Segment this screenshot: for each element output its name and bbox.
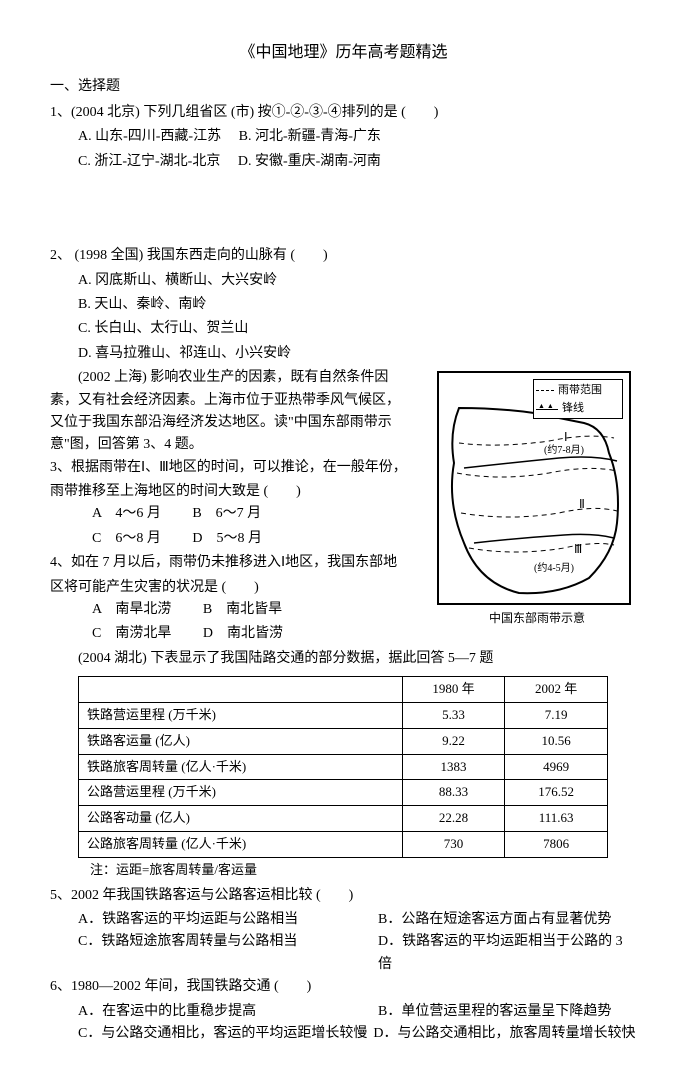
q1-B: B. 河北-新疆-青海-广东 [239, 129, 381, 144]
row-name: 铁路客运量 (亿人) [79, 728, 403, 754]
q6-B: B．单位营运里程的客运量呈下降趋势 [378, 1001, 637, 1023]
q5-row2: C．铁路短途旅客周转量与公路相当 D．铁路客运的平均运距相当于公路的 3 倍 [50, 931, 637, 976]
q6-row1: A．在客运中的比重稳步提高 B．单位营运里程的客运量呈下降趋势 [50, 1001, 637, 1023]
table-row: 铁路客运量 (亿人)9.2210.56 [79, 728, 608, 754]
transport-data-table: 1980 年 2002 年 铁路营运里程 (万千米)5.337.19 铁路客运量… [78, 676, 608, 858]
cell: 7.19 [505, 702, 608, 728]
q2-stem: 2、 (1998 全国) 我国东西走向的山脉有 ( ) [50, 245, 637, 267]
cell: 10.56 [505, 728, 608, 754]
row-name: 公路客动量 (亿人) [79, 806, 403, 832]
row-name: 铁路旅客周转量 (亿人·千米) [79, 754, 403, 780]
legend-front-icon [536, 404, 558, 414]
q3-B: B 6～7 月 [192, 506, 261, 521]
row-name: 公路营运里程 (万千米) [79, 780, 403, 806]
q4-A: A 南旱北涝 [92, 602, 171, 617]
legend-rainband-label: 雨带范围 [558, 382, 602, 400]
document-page: 《中国地理》历年高考题精选 一、选择题 1、(2004 北京) 下列几组省区 (… [0, 0, 687, 1075]
region-III-label: Ⅲ [574, 542, 582, 556]
q6-A: A．在客运中的比重稳步提高 [50, 1001, 378, 1023]
q1-optrow2: C. 浙江-辽宁-湖北-北京 D. 安徽-重庆-湖南-河南 [50, 151, 637, 173]
row-name: 公路旅客周转量 (亿人·千米) [79, 831, 403, 857]
map-frame: 雨带范围 锋线 Ⅰ (约7-8月) Ⅱ Ⅲ (约4-5月) [437, 371, 631, 605]
q3-C: C 6～8 月 [92, 531, 161, 546]
q3-A: A 4～6 月 [92, 506, 161, 521]
cell: 1383 [402, 754, 505, 780]
col-1980: 1980 年 [402, 677, 505, 703]
table-row: 公路营运里程 (万千米)88.33176.52 [79, 780, 608, 806]
map-legend: 雨带范围 锋线 [533, 379, 623, 419]
q2-C: C. 长白山、太行山、贺兰山 [50, 318, 637, 340]
table-row: 公路旅客周转量 (亿人·千米)7307806 [79, 831, 608, 857]
table-row: 公路客动量 (亿人)22.28111.63 [79, 806, 608, 832]
header-blank [79, 677, 403, 703]
q5-C: C．铁路短途旅客周转量与公路相当 [50, 931, 378, 976]
cell: 5.33 [402, 702, 505, 728]
col-2002: 2002 年 [505, 677, 608, 703]
region-II-label: Ⅱ [579, 497, 585, 511]
table-row: 铁路旅客周转量 (亿人·千米)13834969 [79, 754, 608, 780]
rainband-map-figure: 雨带范围 锋线 Ⅰ (约7-8月) Ⅱ Ⅲ (约4-5月) [437, 371, 637, 631]
q5-stem: 5、2002 年我国铁路客运与公路客运相比较 ( ) [50, 885, 637, 907]
blank-space [50, 175, 637, 245]
q5-row1: A．铁路客运的平均运距与公路相当 B．公路在短途客运方面占有显著优势 [50, 909, 637, 931]
q6-row2: C．与公路交通相比，客运的平均运距增长较慢 D．与公路交通相比，旅客周转量增长较… [50, 1023, 637, 1045]
q1-D: D. 安徽-重庆-湖南-河南 [238, 154, 381, 169]
table-note: 注：运距=旅客周转量/客运量 [50, 860, 637, 881]
cell: 111.63 [505, 806, 608, 832]
map-caption: 中国东部雨带示意 [437, 609, 637, 628]
q2-D: D. 喜马拉雅山、祁连山、小兴安岭 [50, 343, 637, 365]
q1-stem: 1、(2004 北京) 下列几组省区 (市) 按①-②-③-④排列的是 ( ) [50, 102, 637, 124]
q6-D: D．与公路交通相比，旅客周转量增长较快 [367, 1023, 637, 1045]
q2-A: A. 冈底斯山、横断山、大兴安岭 [50, 270, 637, 292]
q4-B: B 南北皆旱 [203, 602, 282, 617]
cell: 176.52 [505, 780, 608, 806]
legend-front-label: 锋线 [562, 400, 584, 418]
q5-A: A．铁路客运的平均运距与公路相当 [50, 909, 378, 931]
q5-D: D．铁路客运的平均运距相当于公路的 3 倍 [378, 931, 637, 976]
table-row: 铁路营运里程 (万千米)5.337.19 [79, 702, 608, 728]
q1-optrow1: A. 山东-四川-西藏-江苏 B. 河北-新疆-青海-广东 [50, 126, 637, 148]
cell: 7806 [505, 831, 608, 857]
region-I-label: Ⅰ [564, 430, 568, 444]
cell: 730 [402, 831, 505, 857]
page-title: 《中国地理》历年高考题精选 [50, 40, 637, 66]
text-with-figure: 雨带范围 锋线 Ⅰ (约7-8月) Ⅱ Ⅲ (约4-5月) [50, 367, 637, 648]
q1-C: C. 浙江-辽宁-湖北-北京 [78, 154, 220, 169]
q6-stem: 6、1980—2002 年间，我国铁路交通 ( ) [50, 976, 637, 998]
table-header-row: 1980 年 2002 年 [79, 677, 608, 703]
row-name: 铁路营运里程 (万千米) [79, 702, 403, 728]
q2-B: B. 天山、秦岭、南岭 [50, 294, 637, 316]
cell: 9.22 [402, 728, 505, 754]
q4-C: C 南涝北旱 [92, 626, 171, 641]
legend-dash-icon [536, 390, 554, 391]
q6-C: C．与公路交通相比，客运的平均运距增长较慢 [50, 1023, 367, 1045]
region-I-time: (约7-8月) [544, 443, 584, 456]
cell: 4969 [505, 754, 608, 780]
cell: 22.28 [402, 806, 505, 832]
cell: 88.33 [402, 780, 505, 806]
q3-D: D 5～8 月 [192, 531, 262, 546]
passage2: (2004 湖北) 下表显示了我国陆路交通的部分数据，据此回答 5—7 题 [50, 648, 637, 670]
section-heading: 一、选择题 [50, 76, 637, 98]
q5-B: B．公路在短途客运方面占有显著优势 [378, 909, 637, 931]
q1-A: A. 山东-四川-西藏-江苏 [78, 129, 221, 144]
region-III-time: (约4-5月) [534, 561, 574, 574]
q4-D: D 南北皆涝 [203, 626, 283, 641]
